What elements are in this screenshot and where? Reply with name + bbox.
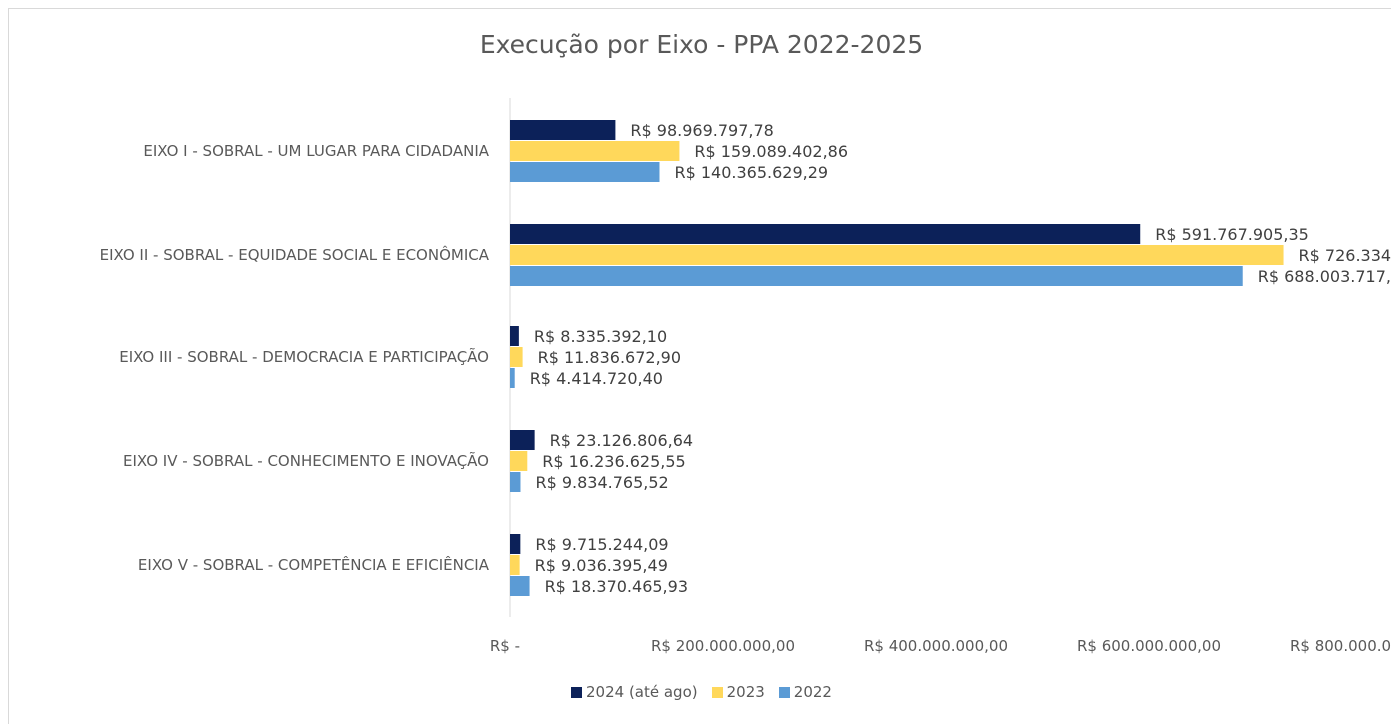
data-label: R$ 11.836.672,90 <box>538 348 681 367</box>
bar <box>510 141 680 161</box>
legend-item: 2023 <box>711 683 765 701</box>
legend-label: 2022 <box>793 683 832 701</box>
data-label: R$ 8.335.392,10 <box>534 327 667 346</box>
bar <box>510 347 523 367</box>
data-label: R$ 9.715.244,09 <box>535 535 668 554</box>
category-label: EIXO II - SOBRAL - EQUIDADE SOCIAL E ECO… <box>100 245 490 264</box>
bar <box>510 368 515 388</box>
x-tick-label: R$ 200.000.000,00 <box>651 637 795 655</box>
bar <box>510 576 530 596</box>
bar <box>510 430 535 450</box>
data-label: R$ 9.834.765,52 <box>535 473 668 492</box>
data-label: R$ 9.036.395,49 <box>535 556 668 575</box>
data-label: R$ 159.089.402,86 <box>694 142 848 161</box>
bar <box>510 245 1284 265</box>
x-tick-label: R$ 400.000.000,00 <box>864 637 1008 655</box>
legend-item: 2024 (até ago) <box>571 683 698 701</box>
legend-label: 2023 <box>726 683 765 701</box>
legend: 2024 (até ago) 2023 2022 <box>0 683 1391 701</box>
x-tick-label: R$ 600.000.000,00 <box>1077 637 1221 655</box>
bar <box>510 555 520 575</box>
legend-swatch <box>711 686 723 698</box>
bar <box>510 534 521 554</box>
legend-item: 2022 <box>778 683 832 701</box>
bar <box>510 266 1243 286</box>
category-label: EIXO IV - SOBRAL - CONHECIMENTO E INOVAÇ… <box>123 451 489 470</box>
data-label: R$ 23.126.806,64 <box>550 431 693 450</box>
bar <box>510 120 616 140</box>
bar <box>510 472 521 492</box>
chart-frame <box>8 8 1391 724</box>
data-label: R$ 16.236.625,55 <box>542 452 685 471</box>
chart-title: Execução por Eixo - PPA 2022-2025 <box>479 30 924 59</box>
legend-swatch <box>571 686 582 698</box>
bar <box>510 451 528 471</box>
legend-swatch <box>778 686 790 698</box>
data-label: R$ 726.334.134,51 <box>1299 246 1391 265</box>
category-label: EIXO V - SOBRAL - COMPETÊNCIA E EFICIÊNC… <box>138 555 490 574</box>
data-label: R$ 18.370.465,93 <box>545 577 688 596</box>
category-label: EIXO I - SOBRAL - UM LUGAR PARA CIDADANI… <box>143 142 489 160</box>
data-label: R$ 688.003.717,64 <box>1258 267 1391 286</box>
bar <box>510 224 1141 244</box>
bar <box>510 326 519 346</box>
data-label: R$ 591.767.905,35 <box>1155 225 1309 244</box>
data-label: R$ 4.414.720,40 <box>530 369 663 388</box>
data-label: R$ 140.365.629,29 <box>674 163 828 182</box>
bar <box>510 162 660 182</box>
x-tick-label: R$ 800.000.000,00 <box>1290 637 1391 655</box>
category-label: EIXO III - SOBRAL - DEMOCRACIA E PARTICI… <box>119 347 489 366</box>
data-label: R$ 98.969.797,78 <box>630 121 773 140</box>
legend-label: 2024 (até ago) <box>586 683 698 701</box>
x-tick-label: R$ - <box>490 637 520 655</box>
